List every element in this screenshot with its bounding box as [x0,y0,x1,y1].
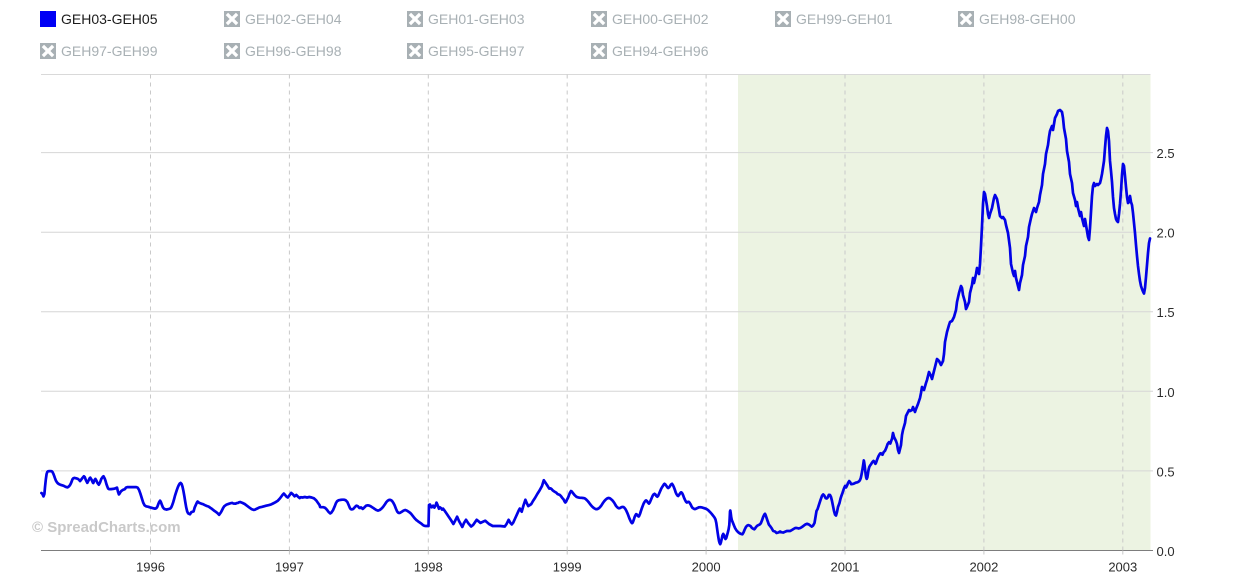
svg-text:2001: 2001 [831,560,860,575]
svg-text:2.5: 2.5 [1157,146,1175,161]
svg-text:2000: 2000 [692,560,721,575]
svg-text:1.5: 1.5 [1157,305,1175,320]
svg-text:2.0: 2.0 [1157,226,1175,241]
svg-text:1996: 1996 [136,560,165,575]
svg-text:0.0: 0.0 [1157,544,1175,559]
svg-text:1998: 1998 [414,560,443,575]
svg-text:2002: 2002 [969,560,998,575]
svg-text:2003: 2003 [1108,560,1137,575]
svg-text:1997: 1997 [275,560,304,575]
svg-text:1.0: 1.0 [1157,385,1175,400]
svg-text:0.5: 0.5 [1157,464,1175,479]
svg-text:© SpreadCharts.com: © SpreadCharts.com [32,519,181,536]
svg-text:1999: 1999 [553,560,582,575]
